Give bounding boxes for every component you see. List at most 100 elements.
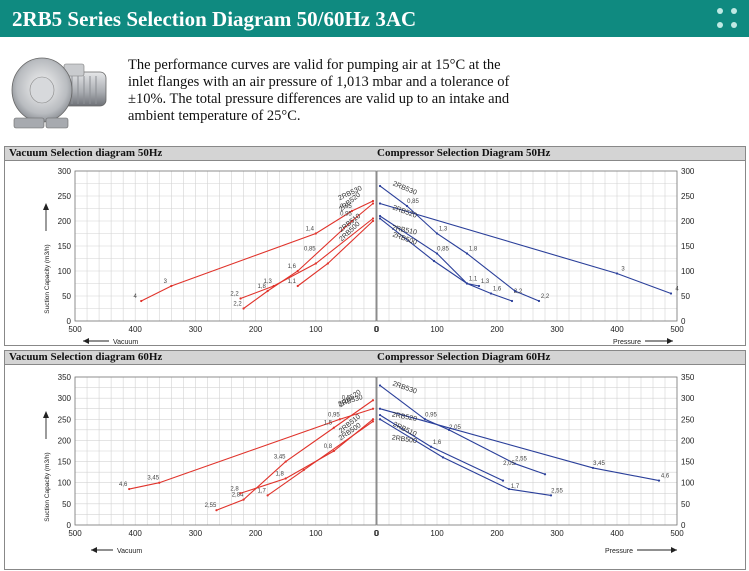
point-value-label: 2,55	[205, 503, 217, 509]
vacuum-axis-label: Vacuum	[117, 548, 142, 555]
series-point	[170, 284, 173, 288]
point-value-label: 4	[675, 287, 679, 293]
y-tick-label: 250	[681, 415, 695, 424]
y-tick-label: 50	[681, 292, 690, 301]
series-name-label: 2RB530	[392, 181, 418, 197]
pressure-arrow-head-icon	[671, 547, 677, 553]
x-tick-label: 300	[550, 529, 564, 538]
point-value-label: 0,95	[328, 412, 340, 418]
series-point	[296, 269, 299, 273]
y-tick-label: 200	[58, 217, 72, 226]
x-tick-label: 200	[249, 325, 263, 334]
y-arrow-head-icon	[43, 411, 49, 418]
point-value-label: 1,7	[257, 488, 266, 494]
point-value-label: 0,95	[425, 412, 437, 418]
series-point	[371, 420, 375, 423]
series-point	[284, 477, 287, 480]
comp50-title: Compressor Selection Diagram 50Hz	[377, 147, 551, 159]
point-value-label: 1,6	[433, 440, 442, 446]
point-value-label: 1,6	[288, 264, 297, 270]
series-point	[429, 445, 433, 448]
point-value-label: 0,85	[340, 204, 352, 210]
series-point	[371, 219, 375, 223]
x-tick-label: 200	[249, 529, 263, 538]
vacuum-arrow-head-icon	[83, 338, 89, 344]
series-point	[371, 418, 375, 421]
point-value-label: 2,55	[551, 488, 563, 494]
vacuum-axis-label: Vacuum	[113, 339, 138, 345]
series-point	[537, 299, 541, 303]
series-line-2RB530	[379, 185, 540, 302]
series-line-2RB520	[379, 202, 672, 295]
x-tick-label: 100	[430, 325, 444, 334]
x-tick-label: 200	[490, 325, 504, 334]
vac60-frame	[74, 376, 377, 526]
point-value-label: 1,1	[288, 279, 297, 285]
series-point	[158, 481, 161, 484]
point-value-label: 2,8	[230, 486, 239, 492]
comp60-plot: 0 100 200 300 400 5000501001502002503003502RB…	[375, 373, 695, 538]
series-point	[338, 418, 341, 421]
series-point	[215, 509, 218, 512]
point-value-label: 2,05	[503, 461, 515, 467]
point-value-label: 3,45	[274, 455, 286, 461]
series-point	[371, 199, 375, 203]
x-tick-label: 300	[550, 325, 564, 334]
x-tick-label: 400	[610, 325, 624, 334]
chart-50hz: 500 400 300 200 100 00501001502002503002RB530…	[43, 167, 695, 345]
series-point	[128, 487, 131, 491]
y-tick-label: 50	[681, 500, 690, 509]
series-point	[378, 214, 382, 218]
series-point	[378, 407, 382, 410]
y-tick-label: 100	[681, 479, 695, 488]
point-value-label: 4	[134, 294, 138, 300]
pressure-axis-label: Pressure	[605, 548, 633, 555]
pressure-axis-label: Pressure	[613, 339, 641, 345]
series-point	[435, 252, 439, 255]
point-value-label: 2,55	[515, 457, 527, 463]
y-tick-label: 350	[58, 373, 72, 382]
point-value-label: 1,8	[257, 284, 266, 290]
menu-dots-icon[interactable]	[715, 6, 739, 30]
series-point	[332, 449, 335, 453]
y-tick-label: 250	[58, 415, 72, 424]
series-point	[272, 284, 275, 288]
series-name-label: 2RB500	[391, 434, 417, 445]
series-point	[423, 418, 427, 421]
point-value-label: 1,5	[324, 421, 333, 427]
series-point	[284, 460, 287, 463]
series-point	[332, 426, 335, 429]
y-tick-label: 150	[58, 242, 72, 251]
series-point	[591, 466, 595, 470]
panel-60hz: Vacuum Selection diagram 60Hz Compressor…	[4, 350, 746, 570]
series-point	[242, 307, 245, 310]
vac50-frame	[74, 170, 377, 322]
series-point	[378, 413, 382, 417]
series-point	[549, 494, 553, 497]
series-point	[350, 219, 354, 223]
series-point	[441, 456, 445, 459]
series-point	[314, 232, 317, 235]
x-tick-label: 0	[374, 325, 379, 334]
series-point	[465, 282, 469, 285]
series-point	[477, 284, 481, 288]
point-value-label: 4,6	[661, 474, 670, 480]
x-tick-label: 100	[430, 529, 444, 538]
point-value-label: 2,2	[230, 292, 239, 298]
series-line-2RB510	[240, 218, 374, 300]
series-point	[302, 468, 305, 472]
title-bar: 2RB5 Series Selection Diagram 50/60Hz 3A…	[0, 0, 749, 37]
vac50-plot: 500 400 300 200 100 00501001502002503002RB530…	[58, 167, 379, 334]
series-point	[507, 487, 511, 491]
series-point	[378, 418, 382, 421]
y-tick-label: 50	[62, 500, 71, 509]
vac50-title: Vacuum Selection diagram 50Hz	[9, 147, 163, 159]
y-tick-label: 0	[67, 317, 72, 326]
series-point	[239, 492, 242, 495]
y-tick-label: 150	[58, 458, 72, 467]
y-tick-label: 300	[681, 394, 695, 403]
series-point	[242, 498, 245, 501]
y-tick-label: 150	[681, 242, 695, 251]
x-tick-label: 500	[670, 325, 684, 334]
panel-50hz-header: Vacuum Selection diagram 50Hz Compressor…	[5, 147, 745, 161]
